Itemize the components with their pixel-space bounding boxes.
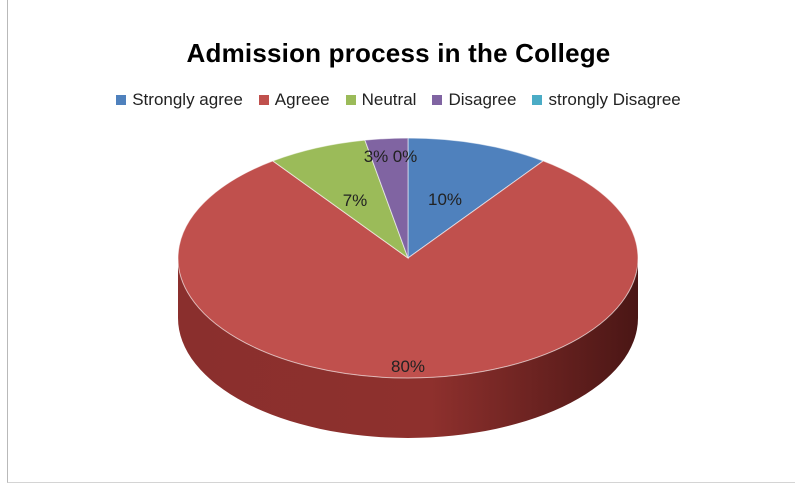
legend-swatch-strongly-agree xyxy=(116,95,127,105)
chart-legend: Strongly agree Agreee Neutral Disagree s… xyxy=(0,90,797,110)
chart-title: Admission process in the College xyxy=(186,38,611,68)
data-label-disagree: 3% xyxy=(364,147,389,166)
legend-item-strongly-disagree: strongly Disagree xyxy=(532,90,681,110)
pie-slice-strongly-agree xyxy=(407,137,545,259)
data-label-strongly-agree: 10% xyxy=(428,190,462,209)
legend-swatch-disagree xyxy=(432,95,443,105)
legend-item-neutral: Neutral xyxy=(345,90,417,110)
legend-swatch-agreee xyxy=(258,95,269,105)
data-label-strongly-disagree: 0% xyxy=(393,147,418,166)
data-label-neutral: 7% xyxy=(343,191,368,210)
pie-slice-neutral xyxy=(271,139,410,260)
pie-slice-disagree xyxy=(364,137,409,259)
legend-item-disagree: Disagree xyxy=(432,90,516,110)
legend-label-agreee: Agreee xyxy=(274,90,330,109)
pie-slices xyxy=(177,137,639,379)
legend-item-strongly-agree: Strongly agree xyxy=(116,90,243,110)
legend-label-disagree: Disagree xyxy=(448,90,517,109)
pie-slice-agreee xyxy=(177,160,639,379)
legend-label-strongly-disagree: strongly Disagree xyxy=(548,90,681,109)
pie-side-agreee xyxy=(178,258,638,438)
pie-data-labels: 10% 80% 7% 3% 0% xyxy=(343,147,462,376)
legend-item-agreee: Agreee xyxy=(258,90,330,110)
legend-label-strongly-agree: Strongly agree xyxy=(132,90,243,109)
legend-swatch-neutral xyxy=(345,95,356,105)
legend-swatch-strongly-disagree xyxy=(532,95,543,105)
pie-side-walls xyxy=(178,258,638,438)
data-label-agreee: 80% xyxy=(391,357,425,376)
legend-label-neutral: Neutral xyxy=(361,90,417,109)
